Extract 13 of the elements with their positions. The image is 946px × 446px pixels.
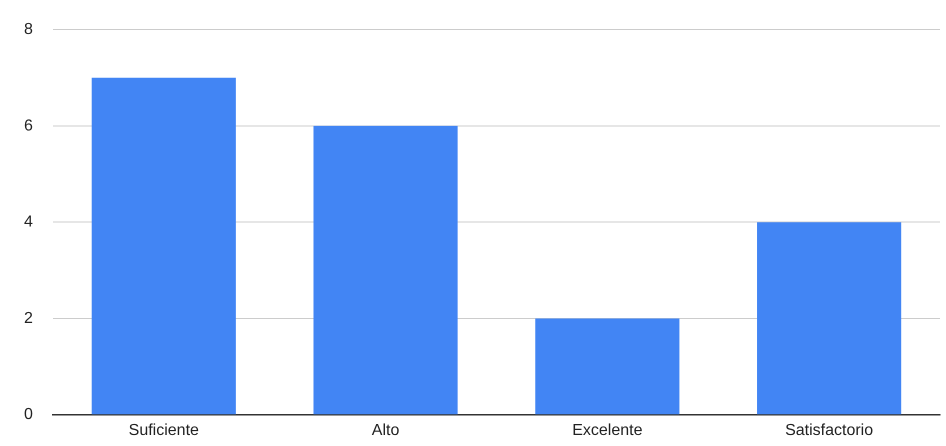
y-tick-label: 2 bbox=[24, 310, 33, 327]
bar bbox=[313, 126, 458, 414]
x-tick-label: Satisfactorio bbox=[785, 422, 874, 439]
x-tick-label: Excelente bbox=[572, 422, 643, 439]
x-tick-label: Suficiente bbox=[128, 422, 200, 439]
bar bbox=[757, 222, 902, 414]
bar bbox=[535, 318, 680, 414]
y-tick-label: 4 bbox=[24, 214, 33, 231]
y-tick-label: 8 bbox=[24, 21, 33, 38]
y-tick-label: 6 bbox=[24, 117, 33, 134]
bar bbox=[92, 78, 236, 414]
y-tick-label: 0 bbox=[24, 406, 33, 424]
x-tick-label: Alto bbox=[372, 422, 400, 439]
